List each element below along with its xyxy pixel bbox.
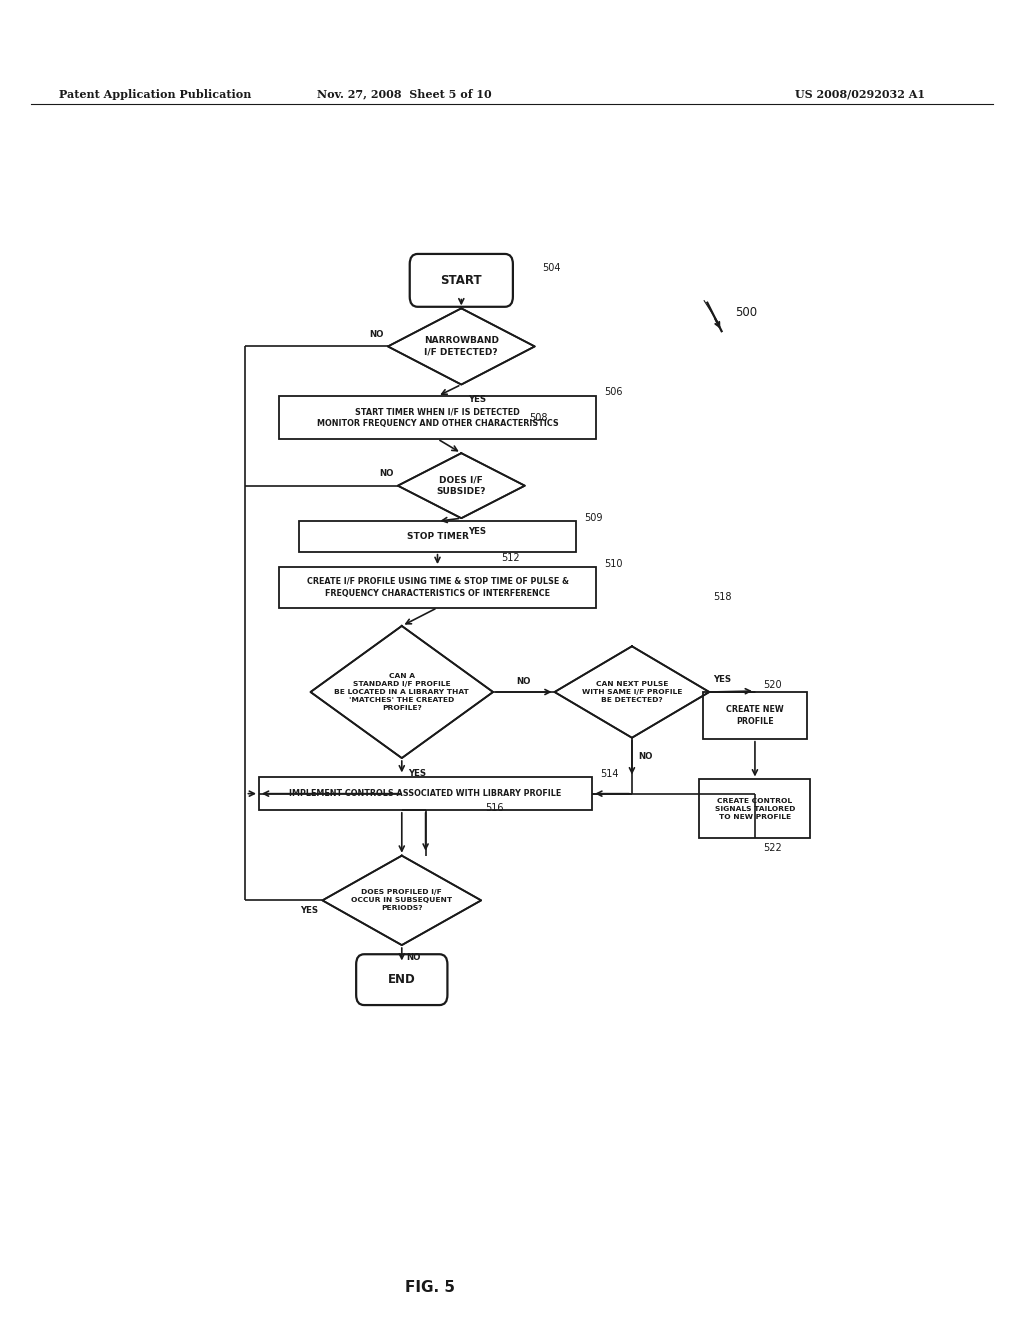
Polygon shape xyxy=(310,626,494,758)
Text: NO: NO xyxy=(380,469,394,478)
Text: 520: 520 xyxy=(763,680,781,690)
Text: 514: 514 xyxy=(600,770,618,779)
Text: NO: NO xyxy=(638,751,652,760)
Text: Nov. 27, 2008  Sheet 5 of 10: Nov. 27, 2008 Sheet 5 of 10 xyxy=(317,88,492,100)
Text: Patent Application Publication: Patent Application Publication xyxy=(59,88,252,100)
Text: NARROWBAND
I/F DETECTED?: NARROWBAND I/F DETECTED? xyxy=(424,337,499,356)
Text: 509: 509 xyxy=(585,513,603,523)
FancyBboxPatch shape xyxy=(279,568,596,607)
Text: 506: 506 xyxy=(604,387,623,397)
Text: STOP TIMER: STOP TIMER xyxy=(407,532,468,541)
Polygon shape xyxy=(397,453,524,519)
FancyBboxPatch shape xyxy=(259,777,592,810)
Text: DOES PROFILED I/F
OCCUR IN SUBSEQUENT
PERIODS?: DOES PROFILED I/F OCCUR IN SUBSEQUENT PE… xyxy=(351,890,453,911)
FancyBboxPatch shape xyxy=(299,521,577,552)
Polygon shape xyxy=(388,309,535,384)
Text: NO: NO xyxy=(517,677,531,686)
Polygon shape xyxy=(323,855,481,945)
FancyBboxPatch shape xyxy=(279,396,596,440)
Text: FIG. 5: FIG. 5 xyxy=(406,1279,455,1295)
Text: YES: YES xyxy=(468,527,485,536)
Text: 500: 500 xyxy=(735,306,757,319)
Text: YES: YES xyxy=(468,395,485,404)
Text: 522: 522 xyxy=(763,842,781,853)
Text: CREATE CONTROL
SIGNALS TAILORED
TO NEW PROFILE: CREATE CONTROL SIGNALS TAILORED TO NEW P… xyxy=(715,797,795,820)
Text: 510: 510 xyxy=(604,558,623,569)
Text: START: START xyxy=(440,273,482,286)
FancyBboxPatch shape xyxy=(410,253,513,306)
FancyBboxPatch shape xyxy=(356,954,447,1005)
Text: CREATE NEW
PROFILE: CREATE NEW PROFILE xyxy=(726,705,783,726)
Text: 508: 508 xyxy=(528,413,547,422)
FancyBboxPatch shape xyxy=(699,779,811,838)
Text: NO: NO xyxy=(406,953,420,962)
Text: CAN A
STANDARD I/F PROFILE
BE LOCATED IN A LIBRARY THAT
'MATCHES' THE CREATED
PR: CAN A STANDARD I/F PROFILE BE LOCATED IN… xyxy=(335,673,469,711)
Text: 516: 516 xyxy=(485,803,504,813)
Text: END: END xyxy=(388,973,416,986)
FancyBboxPatch shape xyxy=(703,692,807,739)
Text: CREATE I/F PROFILE USING TIME & STOP TIME OF PULSE &
FREQUENCY CHARACTERISTICS O: CREATE I/F PROFILE USING TIME & STOP TIM… xyxy=(306,577,568,598)
Text: IMPLEMENT CONTROLS ASSOCIATED WITH LIBRARY PROFILE: IMPLEMENT CONTROLS ASSOCIATED WITH LIBRA… xyxy=(290,789,562,799)
Text: 512: 512 xyxy=(501,553,519,562)
Text: 504: 504 xyxy=(543,263,561,273)
Text: START TIMER WHEN I/F IS DETECTED
MONITOR FREQUENCY AND OTHER CHARACTERISTICS: START TIMER WHEN I/F IS DETECTED MONITOR… xyxy=(316,407,558,428)
Text: 518: 518 xyxy=(714,593,732,602)
Text: YES: YES xyxy=(409,768,426,777)
Text: NO: NO xyxy=(370,330,384,339)
Text: DOES I/F
SUBSIDE?: DOES I/F SUBSIDE? xyxy=(436,475,486,496)
Text: YES: YES xyxy=(300,906,318,915)
Polygon shape xyxy=(555,647,710,738)
Text: CAN NEXT PULSE
WITH SAME I/F PROFILE
BE DETECTED?: CAN NEXT PULSE WITH SAME I/F PROFILE BE … xyxy=(582,681,682,704)
Text: YES: YES xyxy=(714,676,731,684)
Text: US 2008/0292032 A1: US 2008/0292032 A1 xyxy=(796,88,925,100)
